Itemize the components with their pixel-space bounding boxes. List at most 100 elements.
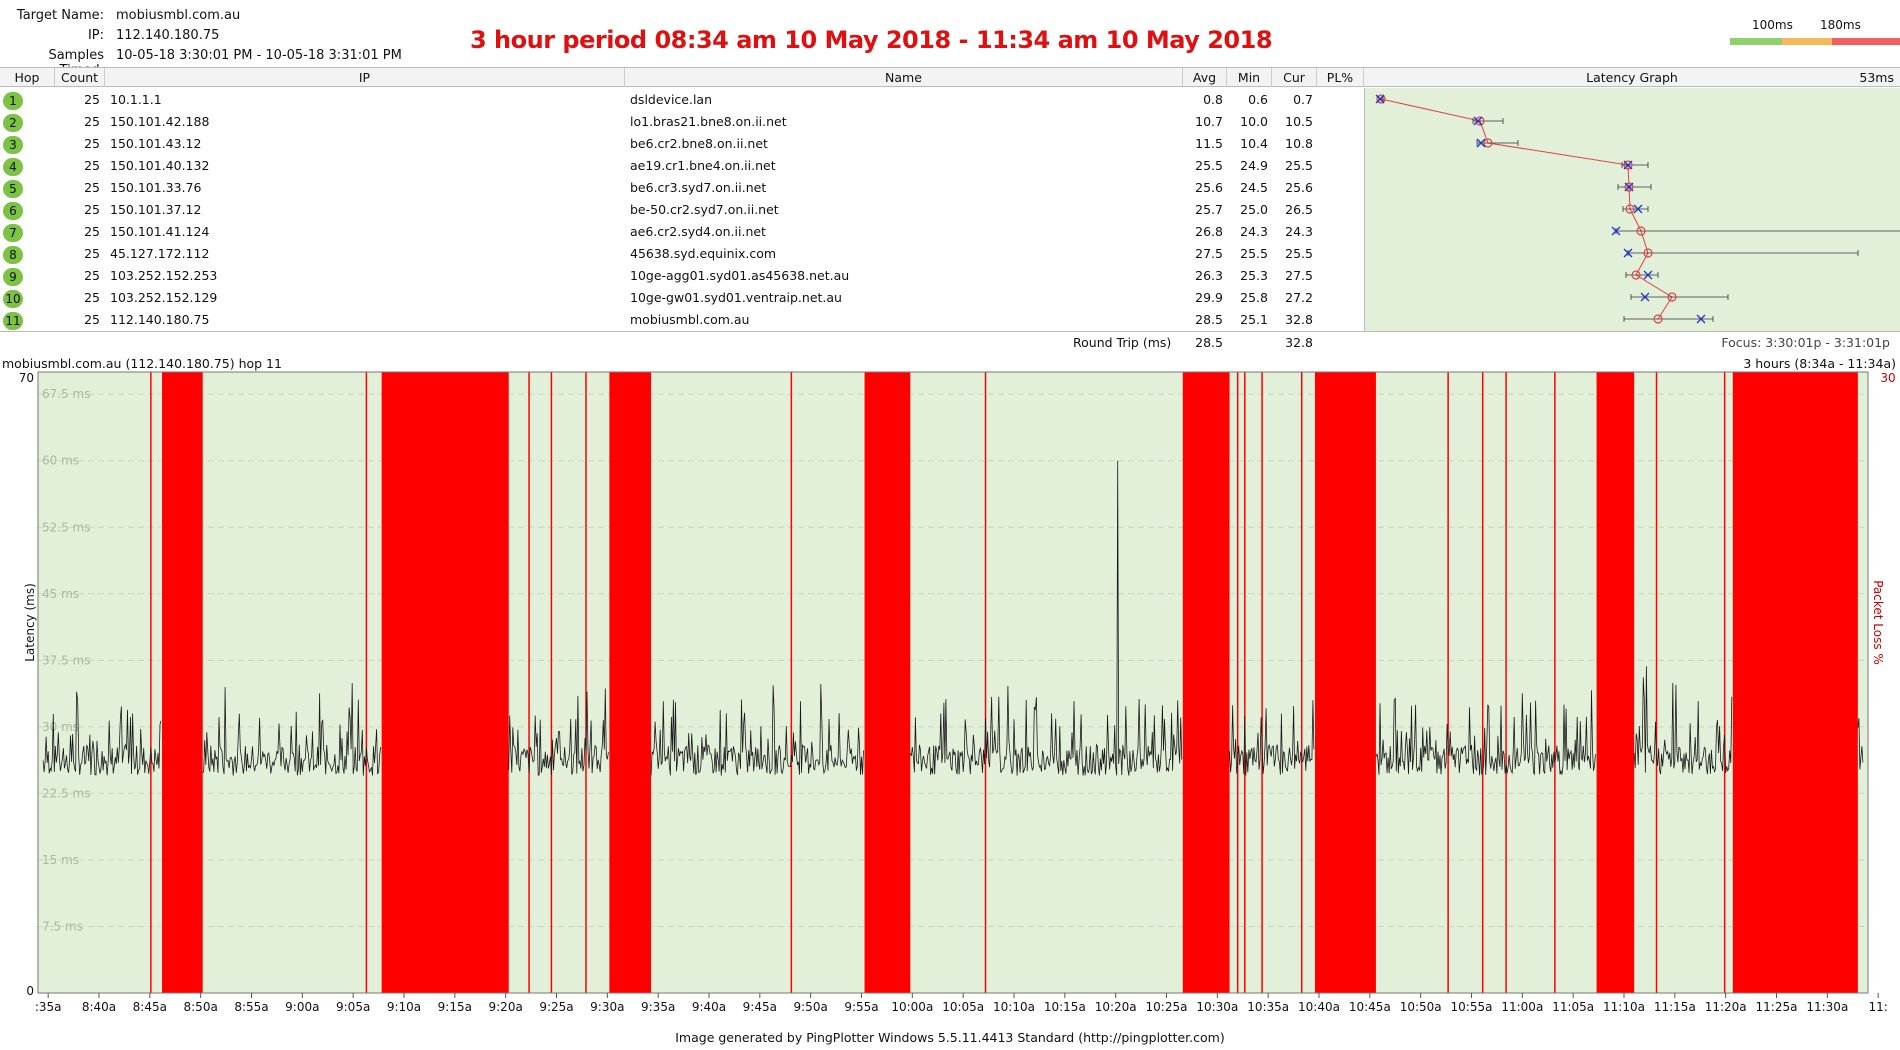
col-avg[interactable]: Avg	[1183, 68, 1227, 87]
hop-min: 24.9	[1240, 158, 1268, 173]
x-tick-label: 11:	[1869, 1000, 1888, 1014]
gridline-label: 15 ms	[42, 853, 79, 867]
table-row[interactable]: 4 25 150.101.40.132 ae19.cr1.bne4.on.ii.net…	[0, 154, 1364, 176]
y-axis-bottom: 0	[26, 984, 34, 998]
col-count[interactable]: Count	[55, 68, 105, 87]
hop-cur: 27.2	[1285, 290, 1313, 305]
hop-cur: 0.7	[1293, 92, 1313, 107]
x-tick-label: 11:20a	[1705, 1000, 1747, 1014]
hop-name: ae6.cr2.syd4.on.ii.net	[630, 224, 766, 239]
hop-ip: 150.101.37.12	[110, 202, 202, 217]
hop-cur-marker	[1623, 248, 1633, 258]
hop-avg-marker	[1376, 94, 1386, 104]
table-row[interactable]: 10 25 103.252.152.129 10ge-gw01.syd01.ventr…	[0, 286, 1364, 308]
hop-count: 25	[84, 136, 100, 151]
hop-min: 25.1	[1240, 312, 1268, 327]
hop-avg: 25.6	[1195, 180, 1223, 195]
table-row[interactable]: 6 25 150.101.37.12 be-50.cr2.syd7.on.ii.net…	[0, 198, 1364, 220]
table-row[interactable]: 3 25 150.101.43.12 be6.cr2.bne8.on.ii.net 11…	[0, 132, 1364, 154]
hop-avg-marker	[1624, 182, 1634, 192]
hop-avg: 0.8	[1203, 92, 1223, 107]
ip-value: 112.140.180.75	[116, 28, 220, 43]
packet-loss-block	[381, 372, 509, 993]
col-name[interactable]: Name	[625, 68, 1183, 87]
legend-180ms: 180ms	[1820, 18, 1861, 32]
timeline-border	[37, 371, 1869, 994]
gridline-label: 37.5 ms	[42, 653, 90, 667]
round-trip-avg: 28.5	[1195, 335, 1223, 350]
col-hop[interactable]: Hop	[0, 68, 55, 87]
gridline-label: 22.5 ms	[42, 786, 90, 800]
packet-loss-block	[1314, 372, 1376, 993]
x-tick-label: 10:40a	[1298, 1000, 1340, 1014]
table-row[interactable]: 11 25 112.140.180.75 mobiusmbl.com.au 28.5 25…	[0, 308, 1364, 330]
col-latency-graph[interactable]: Latency Graph 53ms	[1364, 68, 1900, 87]
hop-number: 9	[3, 268, 23, 286]
x-tick-label: 9:15a	[438, 1000, 472, 1014]
x-tick-label: 10:50a	[1400, 1000, 1442, 1014]
hop-cur: 25.5	[1285, 246, 1313, 261]
hop-avg-marker	[1643, 248, 1653, 258]
gridline-label: 7.5 ms	[42, 919, 83, 933]
hop-avg: 25.5	[1195, 158, 1223, 173]
x-tick-label: 8:55a	[234, 1000, 268, 1014]
x-tick-label: 9:20a	[489, 1000, 523, 1014]
hop-number: 3	[3, 136, 23, 154]
generated-by-footer: Image generated by PingPlotter Windows 5…	[675, 1030, 1225, 1045]
hop-avg-marker	[1475, 116, 1485, 126]
focus-range: Focus: 3:30:01p - 3:31:01p	[1721, 335, 1890, 350]
hop-count: 25	[84, 180, 100, 195]
hop-ip: 103.252.152.253	[110, 268, 218, 283]
hop-count: 25	[84, 246, 100, 261]
hop-number: 10	[3, 290, 23, 308]
hop-name: 45638.syd.equinix.com	[630, 246, 777, 261]
x-tick-label: 9:50a	[794, 1000, 828, 1014]
hop-avg-marker	[1625, 204, 1635, 214]
legend-green-bar	[1730, 38, 1782, 45]
hop-cur-marker	[1624, 182, 1634, 192]
x-tick-label: 9:30a	[590, 1000, 624, 1014]
latency-graph-pane[interactable]	[1364, 88, 1900, 331]
table-row[interactable]: 9 25 103.252.152.253 10ge-agg01.syd01.as456…	[0, 264, 1364, 286]
x-tick-label: 11:25a	[1756, 1000, 1798, 1014]
table-row[interactable]: 5 25 150.101.33.76 be6.cr3.syd7.on.ii.net 25…	[0, 176, 1364, 198]
hop-min: 25.8	[1240, 290, 1268, 305]
x-tick-label: 8:50a	[184, 1000, 218, 1014]
table-row[interactable]: 7 25 150.101.41.124 ae6.cr2.syd4.on.ii.net 2…	[0, 220, 1364, 242]
gridline-label: 60 ms	[42, 454, 79, 468]
latency-graph-header-label: Latency Graph	[1586, 70, 1678, 85]
legend-red-bar	[1832, 38, 1900, 45]
x-tick-label: 10:25a	[1146, 1000, 1188, 1014]
hop-cur: 10.8	[1285, 136, 1313, 151]
hop-number: 4	[3, 158, 23, 176]
timeline-graph[interactable]: 67.5 ms 60 ms 52.5 ms 45 ms 37.5 ms 30 ms 22.5…	[0, 368, 1900, 1018]
x-tick-label: 11:00a	[1501, 1000, 1543, 1014]
x-tick-label: 9:35a	[641, 1000, 675, 1014]
col-pl[interactable]: PL%	[1317, 68, 1364, 87]
target-name-label: Target Name:	[16, 8, 104, 23]
hop-number: 11	[3, 312, 23, 330]
legend-100ms: 100ms	[1752, 18, 1793, 32]
hop-avg: 28.5	[1195, 312, 1223, 327]
col-cur[interactable]: Cur	[1272, 68, 1317, 87]
x-tick-label: 10:10a	[993, 1000, 1035, 1014]
table-row[interactable]: 1 25 10.1.1.1 dsldevice.lan 0.8 0.6 0.7	[0, 88, 1364, 110]
hop-ip: 10.1.1.1	[110, 92, 162, 107]
hop-avg-marker	[1623, 160, 1633, 170]
hop-min: 25.5	[1240, 246, 1268, 261]
hop-ip: 150.101.40.132	[110, 158, 210, 173]
col-min[interactable]: Min	[1227, 68, 1272, 87]
table-row[interactable]: 2 25 150.101.42.188 lo1.bras21.bne8.on.ii.n…	[0, 110, 1364, 132]
y-axis-top: 70	[19, 371, 34, 385]
table-row[interactable]: 8 25 45.127.172.112 45638.syd.equinix.com 27…	[0, 242, 1364, 264]
col-ip[interactable]: IP	[105, 68, 625, 87]
x-tick-label: 8:40a	[82, 1000, 116, 1014]
hop-count: 25	[84, 290, 100, 305]
packet-loss-block	[609, 372, 652, 993]
x-tick-label: 10:55a	[1451, 1000, 1493, 1014]
hop-number: 5	[3, 180, 23, 198]
hop-name: mobiusmbl.com.au	[630, 312, 750, 327]
hop-name: 10ge-agg01.syd01.as45638.net.au	[630, 268, 850, 283]
gridline-label: 45 ms	[42, 587, 79, 601]
hop-name: be6.cr2.bne8.on.ii.net	[630, 136, 768, 151]
